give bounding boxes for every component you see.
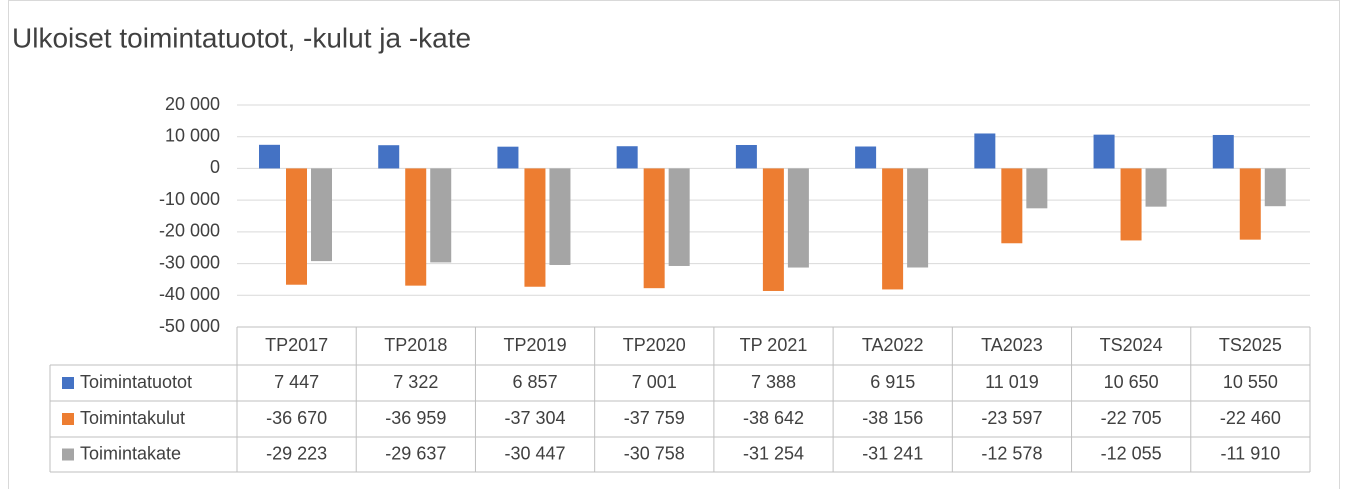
value-label: 11 019: [985, 372, 1039, 392]
value-label: -22 460: [1220, 408, 1281, 428]
bar: [524, 168, 546, 287]
value-label: -12 055: [1101, 443, 1162, 463]
x-tick-label: TP2018: [384, 335, 447, 355]
value-label: -29 223: [266, 443, 327, 463]
bar: [762, 168, 784, 291]
x-tick-label: TA2023: [981, 335, 1043, 355]
value-label: -36 959: [385, 408, 446, 428]
y-tick-label: 10 000: [165, 125, 220, 145]
value-label: 7 447: [274, 372, 319, 392]
value-label: -22 705: [1101, 408, 1162, 428]
value-label: -30 758: [624, 443, 685, 463]
bar: [259, 144, 280, 169]
value-label: 6 915: [870, 372, 915, 392]
bar: [286, 168, 307, 285]
legend-swatch: [62, 448, 74, 461]
x-tick-label: TS2024: [1100, 335, 1163, 355]
bar: [497, 146, 519, 169]
bar: [1093, 134, 1115, 169]
bar: [735, 144, 757, 169]
chart-title: Ulkoiset toimintatuotot, -kulut ja -kate: [12, 22, 471, 53]
value-label: -38 642: [743, 408, 804, 428]
bar: [616, 146, 638, 169]
bar: [311, 168, 332, 262]
legend-swatch: [62, 413, 74, 425]
y-tick-label: -30 000: [159, 252, 220, 272]
y-tick-label: 20 000: [165, 94, 220, 114]
y-tick-label: 0: [210, 157, 220, 177]
bar: [1264, 168, 1286, 207]
value-label: -30 447: [505, 443, 566, 463]
bar: [855, 146, 877, 169]
value-label: -38 156: [862, 408, 923, 428]
y-tick-label: -10 000: [159, 189, 220, 209]
value-label: -29 637: [385, 443, 446, 463]
y-tick-label: -20 000: [159, 221, 220, 241]
bar: [1120, 168, 1142, 241]
x-tick-label: TS2025: [1219, 335, 1282, 355]
value-label: -37 759: [624, 408, 685, 428]
x-tick-label: TP 2021: [740, 335, 808, 355]
bar: [1145, 168, 1167, 207]
x-tick-label: TP2019: [504, 335, 567, 355]
bar: [1239, 168, 1261, 240]
value-label: 10 650: [1104, 372, 1159, 392]
bar: [882, 168, 904, 290]
value-label: -11 910: [1221, 443, 1281, 463]
bar: [907, 168, 929, 268]
legend-label: Toimintakate: [80, 443, 181, 463]
bar: [1212, 134, 1234, 169]
value-label: 7 001: [632, 372, 677, 392]
bar: [1026, 168, 1048, 209]
value-label: -37 304: [505, 408, 566, 428]
value-label: 10 550: [1223, 372, 1278, 392]
y-tick-label: -40 000: [159, 284, 220, 304]
bar: [378, 145, 400, 169]
bar: [787, 168, 809, 268]
value-label: -31 254: [743, 443, 804, 463]
x-tick-label: TP2017: [265, 335, 328, 355]
legend-label: Toimintatuotot: [80, 372, 192, 392]
value-label: 7 322: [393, 372, 438, 392]
bar: [974, 133, 996, 169]
bar: [643, 168, 665, 289]
legend-label: Toimintakulut: [80, 408, 185, 428]
x-tick-label: TP2020: [623, 335, 686, 355]
bar: [1001, 168, 1023, 244]
legend-swatch: [62, 377, 74, 389]
value-label: -23 597: [981, 408, 1042, 428]
bar: [668, 168, 690, 266]
value-label: -36 670: [266, 408, 327, 428]
value-label: 6 857: [513, 372, 558, 392]
value-label: -31 241: [862, 443, 923, 463]
bar: [549, 168, 571, 265]
value-label: -12 578: [981, 443, 1042, 463]
x-tick-label: TA2022: [862, 335, 924, 355]
bar: [405, 168, 427, 286]
y-tick-label: -50 000: [159, 316, 220, 336]
value-label: 7 388: [751, 372, 796, 392]
bar: [430, 168, 452, 263]
